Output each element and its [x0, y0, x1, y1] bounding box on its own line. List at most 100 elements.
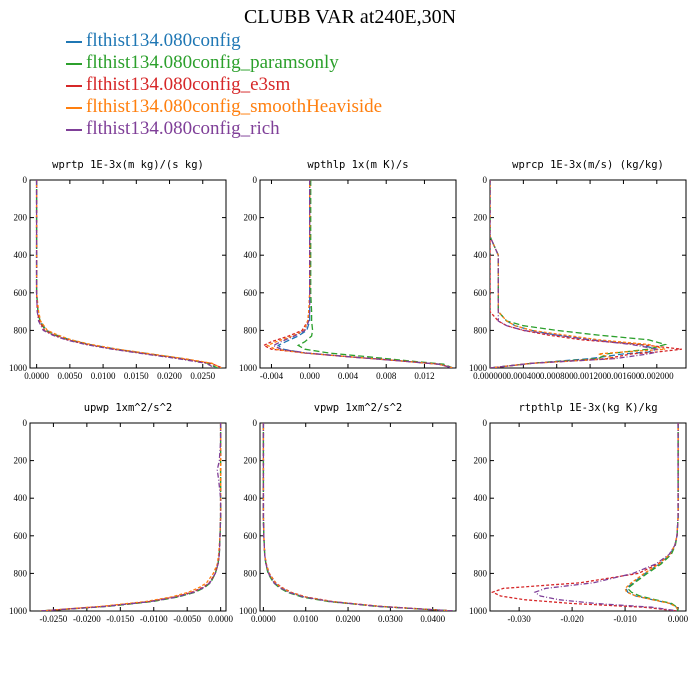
series-line — [262, 423, 454, 611]
y-tick-label: 1000 — [239, 363, 258, 373]
y-tick-label: 400 — [244, 250, 258, 260]
plot-frame — [259, 422, 457, 612]
y-tick-label: 0 — [23, 418, 28, 428]
series-line — [35, 180, 223, 368]
chart-title: wprcp 1E-3x(m/s) (kg/kg) — [512, 159, 664, 171]
plot-frame — [29, 179, 227, 369]
chart-title: wprtp 1E-3x(m kg)/(s kg) — [52, 159, 204, 171]
x-tick-label: 0.0200 — [336, 614, 361, 624]
series-line — [490, 180, 658, 368]
x-tick-label: 0.0000 — [208, 614, 233, 624]
series-line — [35, 180, 218, 368]
legend-label: flthist134.080config_e3sm — [86, 74, 291, 95]
legend-swatch — [66, 107, 82, 109]
series-line — [266, 180, 454, 368]
y-tick-label: 400 — [14, 250, 28, 260]
x-tick-label: -0.0050 — [173, 614, 201, 624]
legend-item: flthist134.080config — [66, 30, 382, 52]
y-tick-label: 800 — [244, 568, 258, 578]
x-tick-label: 0.000 — [300, 371, 321, 381]
y-tick-label: 1000 — [239, 606, 258, 616]
x-tick-label: 0.0150 — [124, 371, 149, 381]
series-line — [276, 180, 454, 368]
x-tick-label: -0.0150 — [106, 614, 134, 624]
legend-item: flthist134.080config_rich — [66, 118, 382, 140]
x-tick-label: -0.0250 — [40, 614, 68, 624]
x-tick-label: 0.008 — [376, 371, 397, 381]
y-tick-label: 1000 — [9, 363, 28, 373]
x-tick-label: 0.000800 — [540, 371, 574, 381]
y-tick-label: 400 — [474, 493, 488, 503]
series-line — [35, 180, 222, 368]
legend-swatch — [66, 129, 82, 131]
y-tick-label: 200 — [244, 456, 258, 466]
x-tick-label: 0.004 — [338, 371, 359, 381]
y-tick-label: 0 — [253, 175, 258, 185]
page-title: CLUBB VAR at240E,30N — [243, 6, 457, 28]
chart-panel: upwp 1xm^2/s^2 0 200 400 600 800 1000 -0.0250 -0… — [9, 402, 234, 624]
y-tick-label: 1000 — [469, 363, 488, 373]
chart-title: vpwp 1xm^2/s^2 — [314, 402, 403, 414]
series-line — [39, 423, 222, 611]
y-tick-label: 600 — [14, 531, 28, 541]
legend-swatch — [66, 63, 82, 65]
legend-swatch — [66, 41, 82, 43]
y-tick-label: 200 — [14, 213, 28, 223]
series-line — [625, 423, 679, 611]
y-tick-label: 0 — [483, 175, 488, 185]
x-tick-label: 0.0100 — [91, 371, 116, 381]
series-line — [39, 423, 222, 611]
x-tick-label: 0.0100 — [293, 614, 318, 624]
y-tick-label: 800 — [14, 568, 28, 578]
series-line — [296, 180, 454, 368]
x-tick-label: 0.0200 — [157, 371, 182, 381]
y-tick-label: 1000 — [9, 606, 28, 616]
series-line — [271, 180, 454, 368]
chart-title: wpthlp 1x(m K)/s — [307, 159, 408, 171]
series-line — [262, 423, 454, 611]
x-tick-label: -0.020 — [560, 614, 584, 624]
series-line — [262, 423, 454, 611]
y-tick-label: 800 — [474, 325, 488, 335]
x-tick-label: 0.000000 — [473, 371, 507, 381]
series-line — [39, 423, 222, 611]
x-tick-label: -0.010 — [613, 614, 637, 624]
y-tick-label: 200 — [244, 213, 258, 223]
legend-label: flthist134.080config — [86, 30, 241, 51]
series-line — [262, 180, 454, 368]
legend-item: flthist134.080config_smoothHeaviside — [66, 96, 382, 118]
x-tick-label: 0.0400 — [420, 614, 445, 624]
chart-panel: rtpthlp 1E-3x(kg K)/kg 0 200 400 600 800 1000 -… — [469, 402, 689, 624]
y-tick-label: 0 — [23, 175, 28, 185]
y-tick-label: 600 — [244, 288, 258, 298]
series-line — [624, 423, 679, 611]
x-tick-label: 0.000 — [668, 614, 689, 624]
x-tick-label: -0.0200 — [73, 614, 101, 624]
series-line — [35, 180, 216, 368]
x-tick-label: 0.012 — [414, 371, 434, 381]
x-tick-label: 0.0300 — [378, 614, 403, 624]
y-tick-label: 600 — [14, 288, 28, 298]
x-tick-label: 0.0000 — [251, 614, 276, 624]
y-tick-label: 600 — [474, 531, 488, 541]
series-line — [533, 423, 679, 611]
series-line — [39, 423, 222, 611]
legend-label: flthist134.080config_paramsonly — [86, 52, 339, 73]
legend-label: flthist134.080config_rich — [86, 118, 280, 139]
plot-frame — [29, 422, 227, 612]
y-tick-label: 600 — [474, 288, 488, 298]
series-line — [490, 180, 682, 368]
x-tick-label: 0.001200 — [573, 371, 607, 381]
y-tick-label: 0 — [483, 418, 488, 428]
series-line — [490, 423, 679, 611]
plot-frame — [489, 179, 687, 369]
x-tick-label: 0.0250 — [190, 371, 215, 381]
legend-item: flthist134.080config_paramsonly — [66, 52, 382, 74]
x-tick-label: -0.004 — [260, 371, 284, 381]
x-tick-label: -0.0100 — [140, 614, 168, 624]
series-line — [490, 180, 659, 368]
x-tick-label: 0.001600 — [607, 371, 641, 381]
x-tick-label: 0.000400 — [506, 371, 540, 381]
